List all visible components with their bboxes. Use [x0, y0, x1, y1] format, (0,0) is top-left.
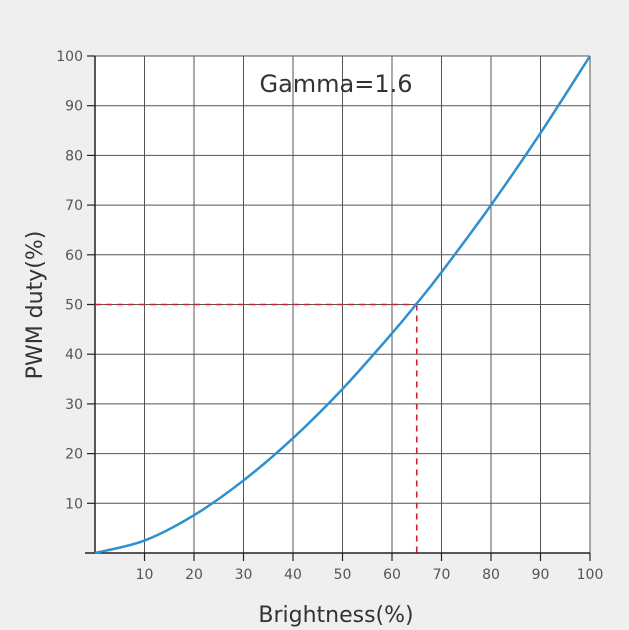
y-ticks: 10 20 30 40 50 60 70 80 90 100: [56, 49, 95, 512]
x-axis-label: Brightness(%): [258, 603, 413, 628]
x-tick-label-90: 90: [532, 567, 550, 583]
y-tick-label-30: 30: [65, 397, 83, 413]
x-tick-label-30: 30: [235, 567, 253, 583]
x-tick-label-60: 60: [383, 567, 401, 583]
x-tick-label-100: 100: [577, 567, 604, 583]
series-line-gamma-curve: [94, 55, 592, 555]
y-tick-label-100: 100: [56, 49, 83, 65]
x-tick-label-40: 40: [284, 567, 302, 583]
gamma-annotation: Gamma=1.6: [259, 70, 412, 98]
y-tick-label-70: 70: [65, 198, 83, 214]
y-tick-label-40: 40: [65, 347, 83, 363]
x-tick-label-20: 20: [185, 567, 203, 583]
y-tick-label-50: 50: [65, 298, 83, 314]
x-tick-label-80: 80: [482, 567, 500, 583]
y-tick-label-10: 10: [65, 496, 83, 512]
x-ticks: 10 20 30 40 50 60 70 80 90 100: [136, 553, 604, 583]
y-tick-label-90: 90: [65, 99, 83, 115]
x-tick-label-70: 70: [433, 567, 451, 583]
y-tick-label-80: 80: [65, 148, 83, 164]
x-tick-label-10: 10: [136, 567, 154, 583]
reference-lines: [95, 303, 418, 553]
y-axis-label: PWM duty(%): [23, 231, 48, 380]
x-tick-label-50: 50: [334, 567, 352, 583]
y-tick-label-20: 20: [65, 447, 83, 463]
y-tick-label-60: 60: [65, 248, 83, 264]
